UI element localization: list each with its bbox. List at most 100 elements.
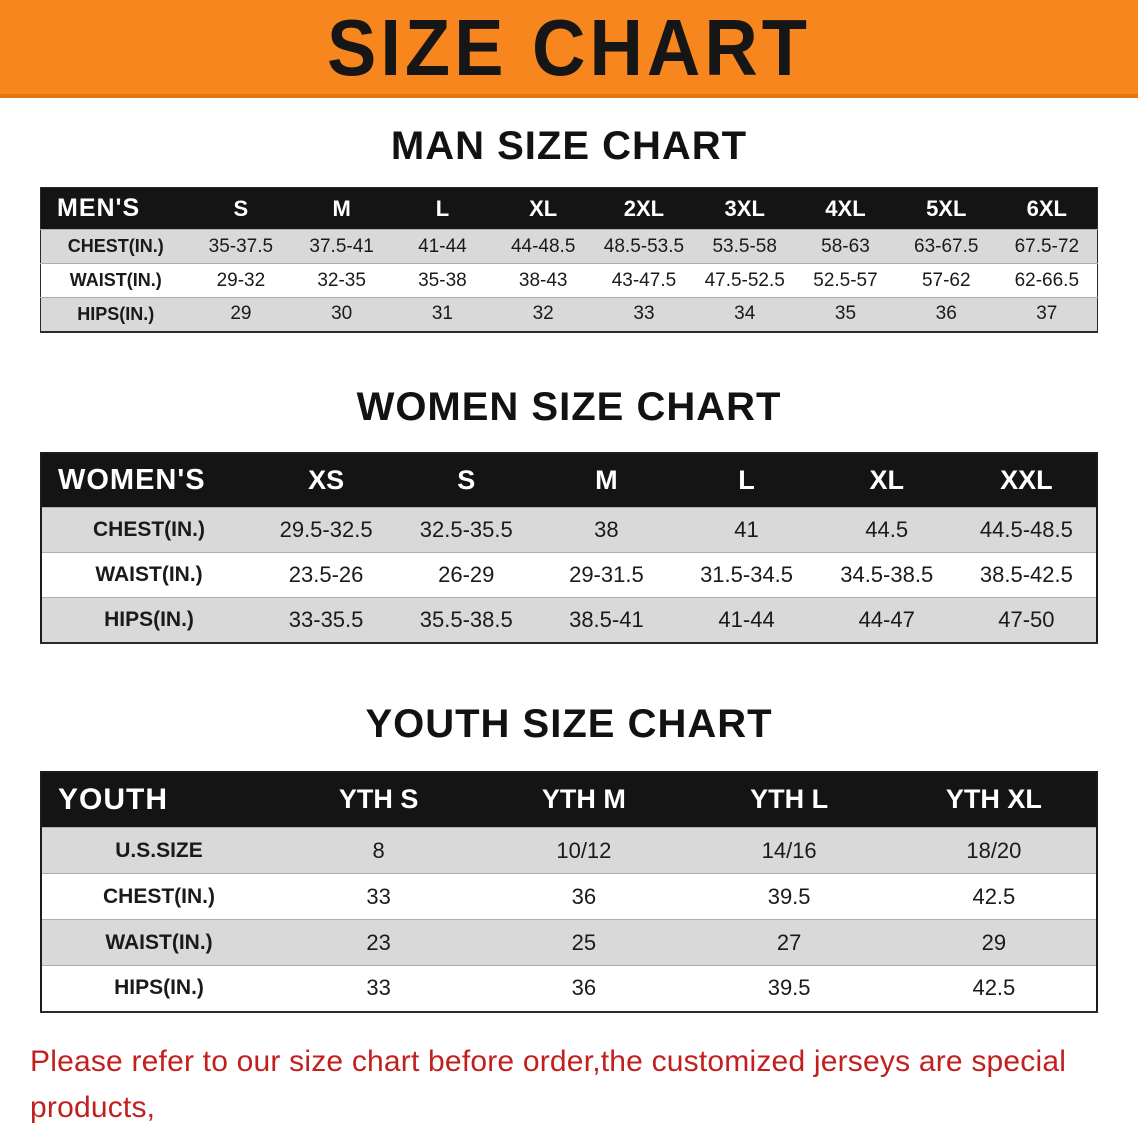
measurement-value: 38-43: [492, 263, 594, 298]
measurement-label: CHEST(IN.): [41, 873, 276, 920]
man-size-chart-heading: MAN SIZE CHART: [390, 124, 748, 168]
size-column-header: S: [396, 452, 537, 508]
measurement-row: U.S.SIZE 8 10/12 14/16 18/20: [41, 827, 1097, 874]
table-header-row: WOMEN'S XS S M L XL XXL: [41, 452, 1097, 508]
measurement-value: 44.5: [816, 507, 957, 553]
measurement-value: 37: [996, 297, 1098, 333]
measurement-value: 47-50: [956, 597, 1097, 644]
table-group-label: MEN'S: [40, 187, 191, 230]
measurement-label: U.S.SIZE: [41, 827, 276, 874]
size-column-header: L: [392, 187, 493, 230]
size-column-header: S: [190, 187, 292, 230]
measurement-value: 35-38: [392, 263, 493, 298]
measurement-row: WAIST(IN.) 23.5-26 26-29 29-31.5 31.5-34.5 34…: [41, 552, 1097, 598]
measurement-value: 10/12: [481, 827, 687, 874]
measurement-row: WAIST(IN.) 23 25 27 29: [41, 919, 1097, 966]
measurement-value: 31.5-34.5: [676, 552, 817, 598]
measurement-value: 34: [694, 297, 796, 333]
size-column-header: YTH XL: [891, 771, 1097, 828]
measurement-value: 29.5-32.5: [256, 507, 397, 553]
measurement-value: 44-47: [816, 597, 957, 644]
measurement-row: HIPS(IN.) 29 30 31 32 33 34 35 36 37: [40, 297, 1098, 333]
measurement-value: 32: [492, 297, 594, 333]
measurement-value: 37.5-41: [291, 229, 393, 264]
table-header-row: YOUTH YTH S YTH M YTH L YTH XL: [41, 771, 1097, 828]
women-size-table: WOMEN'S XS S M L XL XXL CHEST(IN.) 29.5-32.5 32.5…: [40, 451, 1098, 644]
youth-size-table: YOUTH YTH S YTH M YTH L YTH XL U.S.SIZE 8 10/12…: [40, 770, 1098, 1013]
measurement-value: 33: [276, 873, 482, 920]
size-column-header: 4XL: [795, 187, 896, 230]
size-column-header: YTH S: [276, 771, 482, 828]
measurement-label: HIPS(IN.): [41, 597, 256, 644]
measurement-value: 29-31.5: [536, 552, 677, 598]
measurement-label: HIPS(IN.): [41, 965, 276, 1013]
measurement-value: 36: [481, 965, 687, 1013]
measurement-label: CHEST(IN.): [41, 507, 256, 553]
measurement-value: 57-62: [895, 263, 997, 298]
measurement-value: 27: [686, 919, 892, 966]
measurement-label: HIPS(IN.): [40, 297, 191, 333]
table-group-label: YOUTH: [41, 771, 276, 828]
measurement-value: 32.5-35.5: [396, 507, 537, 553]
measurement-value: 33-35.5: [256, 597, 397, 644]
table-header-row: MEN'S S M L XL 2XL 3XL 4XL 5XL 6XL: [40, 187, 1098, 230]
measurement-value: 38.5-41: [536, 597, 677, 644]
measurement-value: 35: [795, 297, 896, 333]
measurement-value: 67.5-72: [996, 229, 1098, 264]
measurement-value: 38: [536, 507, 677, 553]
measurement-row: CHEST(IN.) 35-37.5 37.5-41 41-44 44-48.5 48.5…: [40, 229, 1098, 264]
measurement-value: 34.5-38.5: [816, 552, 957, 598]
measurement-value: 38.5-42.5: [956, 552, 1097, 598]
footer-disclaimer: Please refer to our size chart before or…: [0, 1039, 1138, 1132]
size-column-header: 3XL: [694, 187, 796, 230]
size-column-header: 2XL: [593, 187, 695, 230]
measurement-value: 52.5-57: [795, 263, 896, 298]
measurement-value: 29-32: [190, 263, 292, 298]
measurement-value: 41-44: [676, 597, 817, 644]
measurement-value: 62-66.5: [996, 263, 1098, 298]
measurement-value: 18/20: [891, 827, 1097, 874]
women-size-chart-heading: WOMEN SIZE CHART: [356, 384, 782, 429]
size-column-header: 6XL: [996, 187, 1098, 230]
measurement-value: 14/16: [686, 827, 892, 874]
youth-size-chart-heading: YOUTH SIZE CHART: [365, 701, 773, 746]
size-column-header: M: [291, 187, 393, 230]
measurement-value: 44-48.5: [492, 229, 594, 264]
table-group-label: WOMEN'S: [41, 452, 256, 508]
measurement-value: 26-29: [396, 552, 537, 598]
measurement-value: 47.5-52.5: [694, 263, 796, 298]
measurement-value: 33: [276, 965, 482, 1013]
size-column-header: 5XL: [895, 187, 997, 230]
men-size-table: MEN'S S M L XL 2XL 3XL 4XL 5XL 6XL CHEST(IN.) 35-37…: [40, 187, 1098, 333]
measurement-value: 42.5: [891, 873, 1097, 920]
measurement-value: 36: [481, 873, 687, 920]
measurement-value: 39.5: [686, 873, 892, 920]
measurement-value: 35.5-38.5: [396, 597, 537, 644]
measurement-row: WAIST(IN.) 29-32 32-35 35-38 38-43 43-47.5 47.…: [40, 263, 1098, 298]
size-column-header: XXL: [956, 452, 1097, 508]
measurement-value: 41-44: [392, 229, 493, 264]
size-column-header: XL: [492, 187, 594, 230]
size-column-header: YTH L: [686, 771, 892, 828]
measurement-row: CHEST(IN.) 33 36 39.5 42.5: [41, 873, 1097, 920]
measurement-value: 25: [481, 919, 687, 966]
footer-disclaimer-line1: Please refer to our size chart before or…: [30, 1044, 1067, 1125]
banner: SIZE CHART: [0, 0, 1138, 98]
measurement-value: 42.5: [891, 965, 1097, 1013]
measurement-value: 31: [392, 297, 493, 333]
size-column-header: M: [536, 452, 677, 508]
size-column-header: L: [676, 452, 817, 508]
measurement-value: 30: [291, 297, 393, 333]
size-column-header: YTH M: [481, 771, 687, 828]
measurement-row: HIPS(IN.) 33 36 39.5 42.5: [41, 965, 1097, 1013]
measurement-value: 32-35: [291, 263, 393, 298]
measurement-value: 23: [276, 919, 482, 966]
measurement-value: 53.5-58: [694, 229, 796, 264]
measurement-value: 39.5: [686, 965, 892, 1013]
measurement-row: CHEST(IN.) 29.5-32.5 32.5-35.5 38 41 44.5 44.5…: [41, 507, 1097, 553]
measurement-label: CHEST(IN.): [40, 229, 191, 264]
measurement-value: 29: [891, 919, 1097, 966]
measurement-value: 58-63: [795, 229, 896, 264]
measurement-value: 35-37.5: [190, 229, 292, 264]
